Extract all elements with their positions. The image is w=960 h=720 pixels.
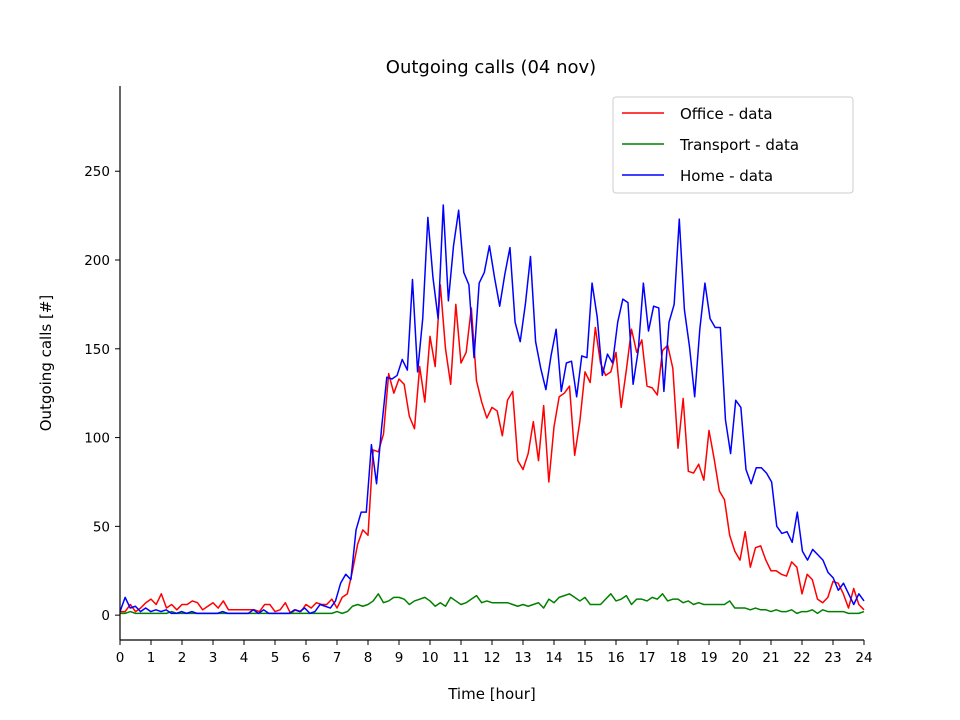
x-tick-label: 0	[116, 650, 125, 666]
y-tick-label: 0	[101, 608, 110, 624]
legend: Office - data Transport - data Home - data	[612, 96, 854, 194]
x-tick-label: 13	[514, 650, 531, 666]
x-tick-label: 20	[731, 650, 748, 666]
y-tick-label: 250	[84, 164, 110, 180]
x-tick-label: 4	[240, 650, 249, 666]
x-tick-label: 21	[762, 650, 779, 666]
x-tick-label: 7	[333, 650, 342, 666]
legend-label: Transport - data	[679, 136, 799, 154]
x-tick-label: 12	[483, 650, 500, 666]
x-tick-label: 19	[700, 650, 717, 666]
x-tick-label: 17	[638, 650, 655, 666]
x-tick-label: 1	[147, 650, 156, 666]
x-ticks: 0 1 2 3 4 5 6 7 8 9 10 11 12 13 14 15 16 17 18 19 20 21 22 23 24	[116, 640, 873, 666]
legend-box	[612, 96, 854, 194]
y-tick-label: 150	[84, 342, 110, 358]
legend-label: Office - data	[680, 105, 773, 123]
x-tick-label: 10	[421, 650, 438, 666]
x-tick-label: 15	[576, 650, 593, 666]
x-tick-label: 14	[545, 650, 562, 666]
y-axis-label: Outgoing calls [#]	[37, 295, 55, 432]
x-tick-label: 6	[302, 650, 311, 666]
x-tick-label: 2	[178, 650, 187, 666]
x-tick-label: 11	[452, 650, 469, 666]
x-tick-label: 24	[855, 650, 872, 666]
chart-title: Outgoing calls (04 nov)	[386, 57, 596, 78]
series-line-home-data	[119, 204, 865, 615]
x-tick-label: 16	[607, 650, 624, 666]
x-tick-label: 22	[793, 650, 810, 666]
legend-label: Home - data	[680, 167, 773, 185]
x-tick-label: 9	[395, 650, 404, 666]
x-axis-label: Time [hour]	[447, 685, 536, 703]
x-tick-label: 18	[669, 650, 686, 666]
series-line-office-data	[120, 284, 865, 615]
y-tick-label: 50	[93, 519, 110, 535]
y-tick-label: 100	[84, 431, 110, 447]
x-tick-label: 23	[824, 650, 841, 666]
y-tick-label: 200	[84, 253, 110, 269]
y-ticks: 0 50 100 150 200 250	[84, 164, 120, 624]
series-lines	[119, 204, 865, 615]
x-tick-label: 5	[271, 650, 280, 666]
x-tick-label: 8	[364, 650, 373, 666]
x-tick-label: 3	[209, 650, 218, 666]
